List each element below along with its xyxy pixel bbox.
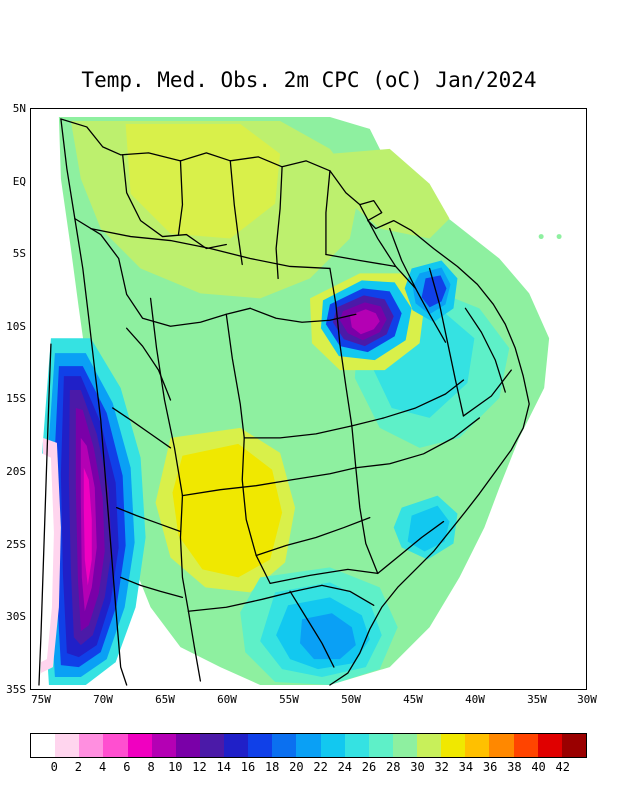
colorbar-tick-32: 32 <box>434 760 449 774</box>
colorbar-swatch-19 <box>489 734 514 757</box>
colorbar-tick-4: 4 <box>99 760 107 774</box>
x-tick-65W: 65W <box>155 693 175 706</box>
colorbar-tick-0: 0 <box>50 760 58 774</box>
colorbar-swatch-14 <box>368 734 393 757</box>
coastline-and-borders-layer <box>38 118 530 686</box>
y-tick-25S: 25S <box>6 538 26 551</box>
colorbar-swatch-6 <box>175 734 200 757</box>
colorbar-tick-24: 24 <box>337 760 353 774</box>
x-tick-40W: 40W <box>465 693 485 706</box>
colorbar-swatch-1 <box>55 734 80 757</box>
colorbar-swatch-12 <box>320 734 345 757</box>
colorbar-tick-6: 6 <box>123 760 131 774</box>
colorbar-tick-20: 20 <box>289 760 304 774</box>
y-tick-10S: 10S <box>6 320 26 333</box>
y-tick-EQ: EQ <box>12 175 26 188</box>
chart-title: Temp. Med. Obs. 2m CPC (oC) Jan/2024 <box>81 68 537 92</box>
colorbar-labels: 0 2 4 6 8 10 12 14 16 18 20 22 24 26 28 30 32 34 36 38 40 42 <box>30 760 587 778</box>
colorbar-tick-26: 26 <box>361 760 377 774</box>
x-tick-45W: 45W <box>403 693 423 706</box>
colorbar-swatch-10 <box>272 734 297 757</box>
x-tick-30W: 30W <box>577 693 597 706</box>
temperature-field-heatmap <box>31 109 586 689</box>
colorbar-swatch-22 <box>561 734 586 757</box>
colorbar-swatch-8 <box>224 734 249 757</box>
y-tick-5S: 5S <box>12 247 26 260</box>
x-tick-70W: 70W <box>93 693 113 706</box>
y-tick-30S: 30S <box>6 610 26 623</box>
colorbar-tick-30: 30 <box>410 760 425 774</box>
y-tick-5N: 5N <box>12 102 26 115</box>
colorbar-swatch-11 <box>296 734 321 757</box>
colorbar-swatch-17 <box>441 734 466 757</box>
x-tick-75W: 75W <box>31 693 51 706</box>
colorbar-tick-12: 12 <box>192 760 207 774</box>
colorbar-swatch-20 <box>513 734 538 757</box>
colorbar-swatch-9 <box>248 734 273 757</box>
colorbar-swatch-21 <box>537 734 562 757</box>
y-tick-15S: 15S <box>6 392 26 405</box>
x-tick-35W: 35W <box>527 693 547 706</box>
colorbar-tick-10: 10 <box>168 760 183 774</box>
colorbar-tick-14: 14 <box>216 760 231 774</box>
colorbar-tick-22: 22 <box>313 760 328 774</box>
colorbar-tick-18: 18 <box>264 760 280 774</box>
colorbar-swatch-5 <box>151 734 176 757</box>
y-tick-20S: 20S <box>6 465 26 478</box>
colorbar-tick-28: 28 <box>386 760 401 774</box>
colorbar-swatch-16 <box>417 734 442 757</box>
y-tick-35S: 35S <box>6 683 26 696</box>
colorbar-swatch-15 <box>392 734 417 757</box>
colorbar-tick-36: 36 <box>482 760 498 774</box>
colorbar-tick-16: 16 <box>240 760 256 774</box>
colorbar-swatch-3 <box>103 734 128 757</box>
colorbar-swatch-18 <box>465 734 490 757</box>
colorbar-swatch-7 <box>199 734 224 757</box>
contour-fill-layer <box>38 116 562 686</box>
colorbar-tick-42: 42 <box>555 760 571 774</box>
colorbar-swatch-0 <box>31 734 56 757</box>
colorbar-tick-8: 8 <box>147 760 155 774</box>
x-tick-50W: 50W <box>341 693 361 706</box>
x-tick-55W: 55W <box>279 693 299 706</box>
colorbar-tick-40: 40 <box>531 760 546 774</box>
colorbar-swatch-4 <box>127 734 152 757</box>
colorbar <box>30 733 587 758</box>
colorbar-tick-38: 38 <box>507 760 522 774</box>
colorbar-tick-2: 2 <box>74 760 83 774</box>
map-plot-area <box>30 108 587 690</box>
colorbar-swatch-2 <box>79 734 104 757</box>
x-tick-60W: 60W <box>217 693 237 706</box>
colorbar-swatch-13 <box>344 734 369 757</box>
colorbar-tick-34: 34 <box>458 760 474 774</box>
